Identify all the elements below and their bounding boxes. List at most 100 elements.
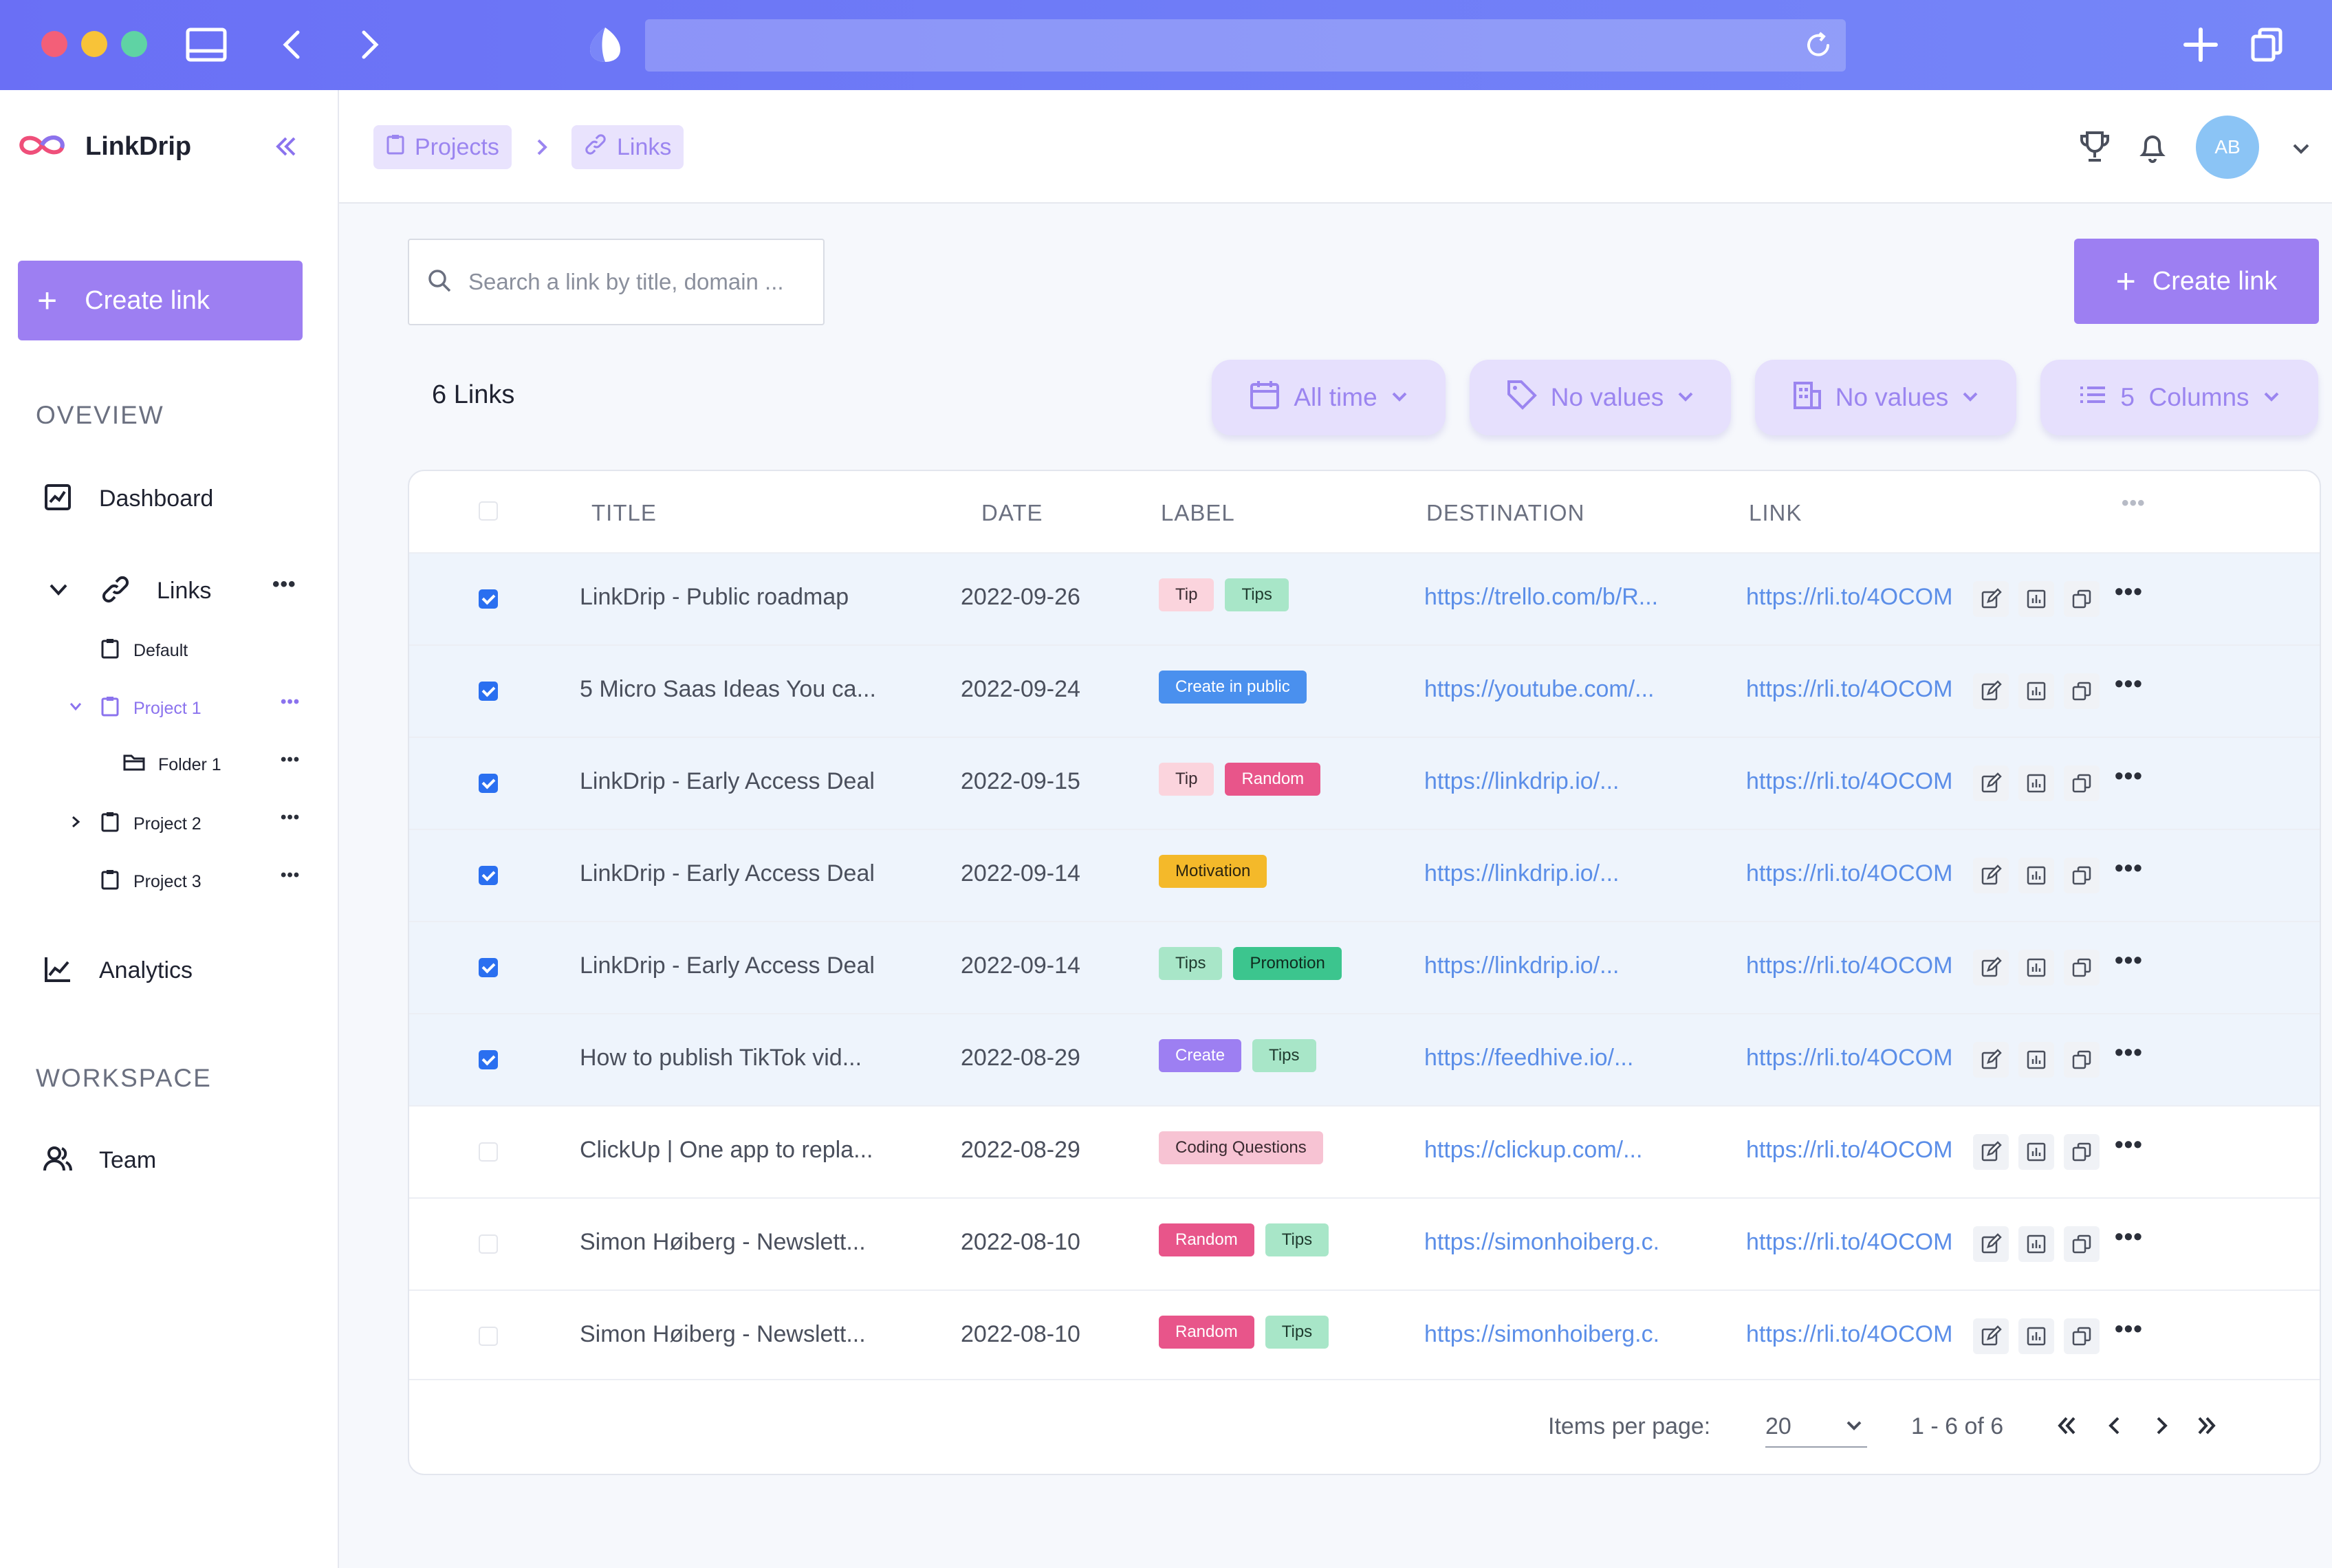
short-link[interactable]: https://rli.to/4OCOM (1746, 584, 1953, 610)
breadcrumb-links[interactable]: Links (571, 125, 684, 169)
label-tag[interactable]: Promotion (1233, 947, 1342, 980)
copy-icon[interactable] (2064, 581, 2100, 617)
label-tag[interactable]: Random (1225, 763, 1321, 796)
tree-item-folder-1[interactable]: Folder 1 (122, 753, 221, 777)
short-link[interactable]: https://rli.to/4OCOM (1746, 1321, 1953, 1347)
label-tag[interactable]: Random (1159, 1223, 1254, 1256)
tree-item-project-3[interactable]: Project 3 (100, 869, 201, 895)
tree-item-project-1[interactable]: Project 1 (67, 695, 201, 722)
edit-icon[interactable] (1973, 1318, 2009, 1354)
select-all-checkbox[interactable] (479, 501, 498, 521)
trophy-icon[interactable] (2079, 130, 2111, 168)
row-checkbox[interactable] (479, 1050, 498, 1069)
row-more-icon[interactable]: ••• (2115, 669, 2143, 697)
stats-icon[interactable] (2018, 673, 2054, 709)
table-row[interactable]: Simon Høiberg - Newslett... 2022-08-10 Ran… (409, 1197, 2320, 1290)
close-window-button[interactable] (41, 31, 67, 57)
destination-url[interactable]: https://clickup.com/... (1424, 1137, 1643, 1163)
link-title[interactable]: 5 Micro Saas Ideas You ca... (580, 676, 876, 702)
items-per-page-select[interactable]: 20 (1765, 1408, 1867, 1448)
link-title[interactable]: LinkDrip - Early Access Deal (580, 952, 875, 979)
tree-item-project-2[interactable]: Project 2 (67, 811, 201, 838)
label-tag[interactable]: Random (1159, 1316, 1254, 1349)
destination-url[interactable]: https://youtube.com/... (1424, 676, 1655, 702)
chevron-down-icon[interactable] (47, 578, 70, 605)
sidebar-toggle-icon[interactable] (184, 23, 228, 67)
row-more-icon[interactable]: ••• (2115, 1222, 2143, 1250)
back-icon[interactable] (270, 23, 314, 67)
row-more-icon[interactable]: ••• (2115, 1130, 2143, 1158)
column-header-destination[interactable]: DESTINATION (1426, 500, 1585, 525)
avatar[interactable]: AB (2196, 116, 2259, 179)
label-tag[interactable]: Motivation (1159, 855, 1267, 888)
destination-url[interactable]: https://linkdrip.io/... (1424, 860, 1620, 886)
destination-url[interactable]: https://linkdrip.io/... (1424, 768, 1620, 794)
row-checkbox[interactable] (479, 866, 498, 885)
link-title[interactable]: How to publish TikTok vid... (580, 1045, 862, 1071)
label-tag[interactable]: Create (1159, 1039, 1242, 1072)
label-tag[interactable]: Create in public (1159, 671, 1307, 704)
row-more-icon[interactable]: ••• (2115, 853, 2143, 882)
create-link-button[interactable]: + Create link (2074, 239, 2319, 324)
project-1-more-icon[interactable]: ••• (281, 693, 301, 711)
column-header-date[interactable]: DATE (981, 500, 1043, 525)
label-tag[interactable]: Tip (1159, 763, 1214, 796)
row-more-icon[interactable]: ••• (2115, 946, 2143, 974)
stats-icon[interactable] (2018, 1134, 2054, 1170)
short-link[interactable]: https://rli.to/4OCOM (1746, 1045, 1953, 1071)
stats-icon[interactable] (2018, 950, 2054, 986)
copy-icon[interactable] (2064, 950, 2100, 986)
reload-icon[interactable] (1803, 30, 1833, 64)
project-2-more-icon[interactable]: ••• (281, 808, 301, 827)
tabs-overview-icon[interactable] (2245, 23, 2289, 67)
link-title[interactable]: Simon Høiberg - Newslett... (580, 1229, 866, 1255)
label-tag[interactable]: Tips (1252, 1039, 1316, 1072)
project-3-more-icon[interactable]: ••• (281, 866, 301, 884)
search-box[interactable] (408, 239, 825, 325)
label-tag[interactable]: Tip (1159, 578, 1214, 611)
edit-icon[interactable] (1973, 1042, 2009, 1078)
stats-icon[interactable] (2018, 1318, 2054, 1354)
link-title[interactable]: LinkDrip - Early Access Deal (580, 860, 875, 886)
stats-icon[interactable] (2018, 1226, 2054, 1262)
link-title[interactable]: LinkDrip - Early Access Deal (580, 768, 875, 794)
row-more-icon[interactable]: ••• (2115, 1038, 2143, 1066)
edit-icon[interactable] (1973, 950, 2009, 986)
chevron-down-icon[interactable] (67, 698, 84, 719)
short-link[interactable]: https://rli.to/4OCOM (1746, 1137, 1953, 1163)
chevron-right-icon[interactable] (67, 814, 84, 835)
short-link[interactable]: https://rli.to/4OCOM (1746, 768, 1953, 794)
row-checkbox[interactable] (479, 589, 498, 609)
destination-url[interactable]: https://simonhoiberg.c. (1424, 1321, 1660, 1347)
table-row[interactable]: ClickUp | One app to repla... 2022-08-29 C… (409, 1105, 2320, 1198)
row-checkbox[interactable] (479, 1234, 498, 1254)
stats-icon[interactable] (2018, 581, 2054, 617)
search-input[interactable] (467, 268, 820, 296)
label-tag[interactable]: Tips (1225, 578, 1289, 611)
short-link[interactable]: https://rli.to/4OCOM (1746, 860, 1953, 886)
destination-url[interactable]: https://trello.com/b/R... (1424, 584, 1659, 610)
edit-icon[interactable] (1973, 673, 2009, 709)
destination-url[interactable]: https://linkdrip.io/... (1424, 952, 1620, 979)
destination-url[interactable]: https://simonhoiberg.c. (1424, 1229, 1660, 1255)
row-checkbox[interactable] (479, 958, 498, 977)
copy-icon[interactable] (2064, 1042, 2100, 1078)
table-row[interactable]: How to publish TikTok vid... 2022-08-29 Cr… (409, 1013, 2320, 1106)
tree-item-default[interactable]: Default (100, 638, 188, 664)
last-page-icon[interactable] (2194, 1413, 2219, 1444)
workspace-filter-dropdown[interactable]: No values (1755, 360, 2016, 435)
sidebar-item-links[interactable]: Links (47, 574, 211, 608)
stats-icon[interactable] (2018, 1042, 2054, 1078)
address-bar[interactable] (645, 19, 1846, 72)
bell-icon[interactable] (2137, 130, 2168, 168)
copy-icon[interactable] (2064, 1318, 2100, 1354)
row-checkbox[interactable] (479, 774, 498, 793)
copy-icon[interactable] (2064, 858, 2100, 893)
sidebar-item-analytics[interactable]: Analytics (43, 954, 193, 988)
next-page-icon[interactable] (2149, 1413, 2174, 1444)
short-link[interactable]: https://rli.to/4OCOM (1746, 1229, 1953, 1255)
minimize-window-button[interactable] (81, 31, 107, 57)
label-tag[interactable]: Coding Questions (1159, 1131, 1323, 1164)
row-checkbox[interactable] (479, 682, 498, 701)
breadcrumb-projects[interactable]: Projects (373, 125, 512, 169)
